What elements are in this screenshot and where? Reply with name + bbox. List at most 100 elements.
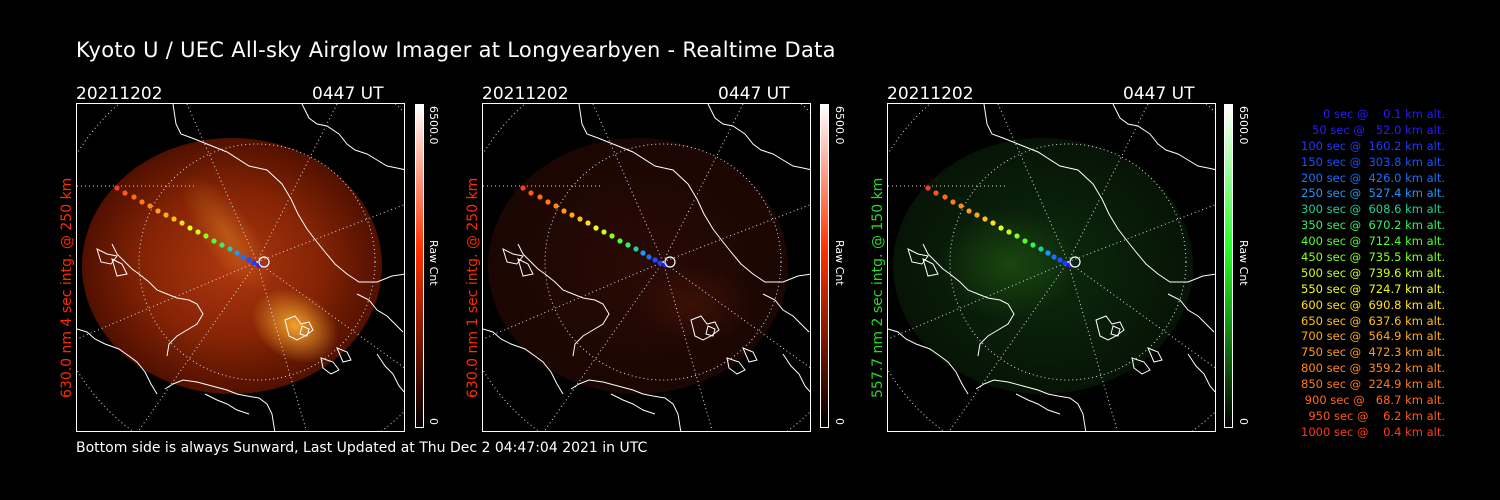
trajectory-dot bbox=[950, 199, 956, 205]
trajectory-dot bbox=[625, 242, 631, 248]
legend-row: 850 sec @ 224.9 km alt. bbox=[1297, 377, 1445, 392]
trajectory-dot bbox=[195, 229, 201, 235]
legend-row: 50 sec @ 52.0 km alt. bbox=[1304, 122, 1445, 137]
trajectory-dot bbox=[601, 229, 607, 235]
trajectory-dot bbox=[966, 208, 972, 214]
legend-row: 900 sec @ 68.7 km alt. bbox=[1301, 393, 1445, 408]
trajectory-dot bbox=[537, 194, 543, 200]
grid-line bbox=[662, 104, 744, 263]
allsky-image-panel-1 bbox=[76, 103, 405, 432]
legend-row: 100 sec @ 160.2 km alt. bbox=[1297, 138, 1445, 153]
coastline bbox=[1167, 293, 1215, 333]
coastline bbox=[111, 243, 204, 357]
grid-line bbox=[256, 261, 307, 431]
trajectory-dot bbox=[545, 199, 551, 205]
panel-time: 0447 UT bbox=[1123, 84, 1195, 104]
trajectory-dot bbox=[982, 216, 988, 222]
legend-row: 1000 sec @ 0.4 km alt. bbox=[1301, 424, 1445, 439]
grid-line bbox=[662, 261, 810, 369]
grid-line bbox=[662, 261, 713, 431]
trajectory-dot bbox=[585, 220, 591, 226]
legend-row: 350 sec @ 670.2 km alt. bbox=[1297, 218, 1445, 233]
latitude-circle bbox=[949, 143, 1187, 381]
legend-row: 400 sec @ 712.4 km alt. bbox=[1297, 234, 1445, 249]
trajectory-dot bbox=[1022, 238, 1028, 244]
legend-row: 150 sec @ 303.8 km alt. bbox=[1297, 154, 1445, 169]
trajectory-dot bbox=[211, 238, 217, 244]
trajectory-dot bbox=[593, 225, 599, 231]
trajectory-dot bbox=[633, 246, 639, 252]
trajectory-dot bbox=[617, 238, 623, 244]
colorbar bbox=[1224, 104, 1233, 428]
trajectory-dot bbox=[520, 185, 526, 191]
trajectory-dot bbox=[122, 190, 128, 196]
trajectory-dot bbox=[553, 203, 559, 209]
trajectory-dot bbox=[1045, 250, 1051, 256]
trajectory-dot bbox=[234, 250, 240, 256]
legend-row: 550 sec @ 724.7 km alt. bbox=[1297, 281, 1445, 296]
trajectory-dot bbox=[925, 185, 931, 191]
aurora-faint-patch bbox=[633, 264, 753, 344]
panel-date: 20211202 bbox=[482, 84, 569, 104]
trajectory-dot bbox=[139, 199, 145, 205]
legend-row: 950 sec @ 6.2 km alt. bbox=[1304, 408, 1445, 423]
grid-line bbox=[888, 261, 1069, 340]
trajectory-dot bbox=[958, 203, 964, 209]
trajectory-dot bbox=[1038, 246, 1044, 252]
coastline bbox=[1015, 393, 1061, 415]
trajectory-dot bbox=[114, 185, 120, 191]
trajectory-dot bbox=[1030, 242, 1036, 248]
coastline bbox=[610, 393, 656, 415]
station-marker bbox=[664, 256, 676, 268]
trajectory-dot bbox=[974, 212, 980, 218]
trajectory-dot bbox=[240, 254, 246, 260]
colorbar-min: 0 bbox=[1237, 418, 1250, 425]
legend-row: 250 sec @ 527.4 km alt. bbox=[1297, 186, 1445, 201]
grid-line bbox=[256, 104, 338, 263]
coastline bbox=[782, 353, 810, 393]
island bbox=[1147, 347, 1163, 363]
island bbox=[705, 325, 716, 337]
grid-line bbox=[997, 104, 1069, 263]
colorbar-min: 0 bbox=[833, 418, 846, 425]
panel-2: 20211202 0447 UT bbox=[482, 84, 912, 104]
trajectory-dot bbox=[569, 212, 575, 218]
coastline bbox=[762, 293, 810, 333]
trajectory-dot bbox=[640, 250, 646, 256]
colorbar-min: 0 bbox=[427, 418, 440, 425]
trajectory-dot bbox=[179, 220, 185, 226]
trajectory-dot bbox=[1014, 233, 1020, 239]
allsky-map bbox=[483, 104, 810, 431]
trajectory-dot bbox=[1057, 257, 1063, 263]
panel-side-label: 630.0 nm 4 sec intg. @ 250 km bbox=[59, 177, 75, 398]
grid-line bbox=[1067, 261, 1118, 431]
coastline bbox=[1112, 104, 1215, 171]
island bbox=[922, 258, 939, 277]
latitude-circle bbox=[544, 143, 782, 381]
legend-row: 500 sec @ 739.6 km alt. bbox=[1297, 265, 1445, 280]
colorbar-max: 6500.0 bbox=[1237, 106, 1250, 145]
coastline bbox=[888, 328, 969, 395]
coastline bbox=[983, 104, 1215, 283]
coastline bbox=[77, 328, 158, 395]
legend-row: 450 sec @ 735.5 km alt. bbox=[1297, 250, 1445, 265]
island bbox=[517, 258, 534, 277]
coastline bbox=[922, 243, 1015, 357]
grid-line bbox=[77, 261, 258, 340]
allsky-image-panel-2 bbox=[482, 103, 811, 432]
coastline bbox=[376, 353, 404, 393]
grid-line bbox=[483, 261, 664, 340]
trajectory-dot bbox=[227, 246, 233, 252]
panel-side-label: 630.0 nm 1 sec intg. @ 250 km bbox=[465, 177, 481, 398]
panel-date: 20211202 bbox=[76, 84, 163, 104]
colorbar-unit: Raw Cnt bbox=[427, 240, 440, 286]
aurora-arc bbox=[181, 174, 273, 294]
coastline bbox=[707, 104, 810, 171]
island bbox=[111, 258, 128, 277]
coastline bbox=[301, 104, 404, 171]
coastline bbox=[578, 104, 810, 283]
trajectory-dot bbox=[609, 233, 615, 239]
grid-line bbox=[543, 261, 664, 431]
colorbar bbox=[415, 104, 424, 428]
island bbox=[284, 315, 314, 341]
